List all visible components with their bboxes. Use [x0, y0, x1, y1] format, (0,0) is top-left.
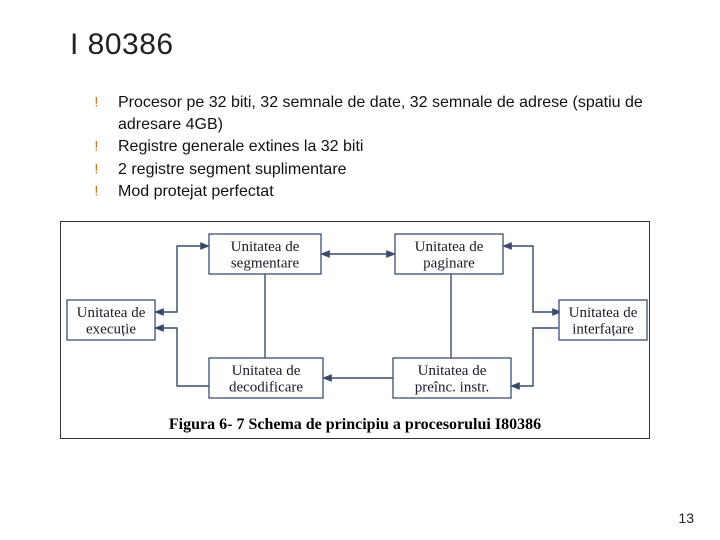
list-item: 2 registre segment suplimentare — [94, 159, 660, 181]
page-title: I 80386 — [70, 28, 660, 62]
list-item: Mod protejat perfectat — [94, 181, 660, 203]
svg-text:Unitatea de: Unitatea de — [231, 239, 300, 255]
list-item: Registre generale extines la 32 biti — [94, 136, 660, 158]
svg-text:execuție: execuție — [86, 321, 136, 337]
svg-text:Unitatea de: Unitatea de — [415, 239, 484, 255]
svg-text:Unitatea de: Unitatea de — [418, 363, 487, 379]
svg-text:Unitatea de: Unitatea de — [232, 363, 301, 379]
svg-text:Unitatea de: Unitatea de — [77, 305, 146, 321]
architecture-diagram: Unitatea deexecuțieUnitatea desegmentare… — [61, 222, 649, 412]
svg-text:decodificare: decodificare — [229, 379, 303, 395]
page-number: 13 — [678, 510, 694, 526]
svg-text:preînc. instr.: preînc. instr. — [415, 379, 490, 395]
svg-text:interfațare: interfațare — [572, 321, 634, 337]
bullet-list: Procesor pe 32 biti, 32 semnale de date,… — [94, 92, 660, 203]
list-item: Procesor pe 32 biti, 32 semnale de date,… — [94, 92, 660, 135]
diagram-frame: Unitatea deexecuțieUnitatea desegmentare… — [60, 221, 650, 439]
svg-text:paginare: paginare — [423, 255, 475, 271]
diagram-caption: Figura 6- 7 Schema de principiu a proces… — [61, 416, 649, 434]
svg-text:segmentare: segmentare — [231, 255, 300, 271]
svg-text:Unitatea de: Unitatea de — [569, 305, 638, 321]
